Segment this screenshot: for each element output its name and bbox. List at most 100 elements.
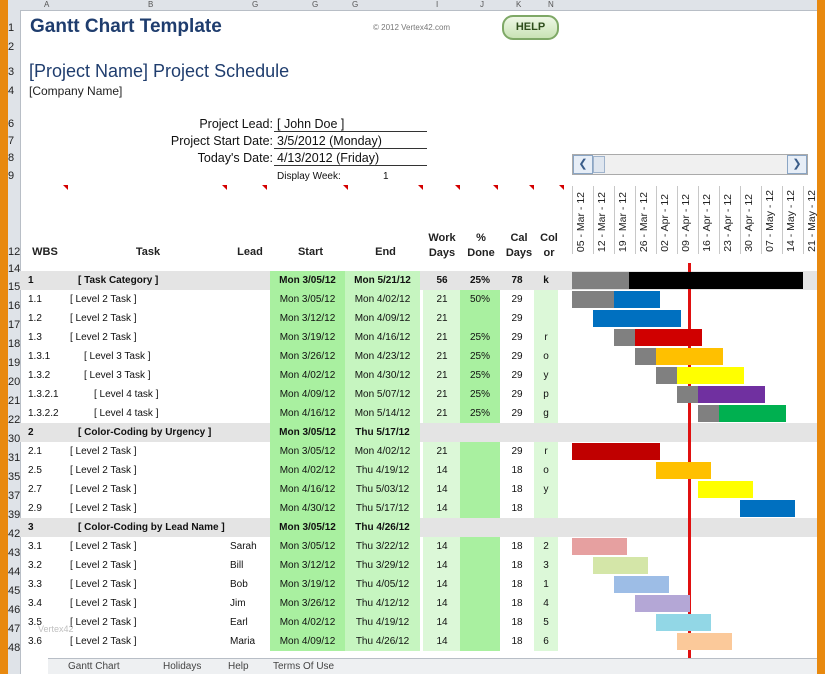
cal-cell[interactable] xyxy=(500,423,534,442)
help-button[interactable]: HELP xyxy=(502,15,559,40)
wbs-cell[interactable]: 1.3.2.1 xyxy=(28,389,59,400)
wbs-cell[interactable]: 1.3.2 xyxy=(28,370,51,381)
end-cell[interactable]: Mon 5/14/12 xyxy=(345,404,420,423)
row-number[interactable]: 20 xyxy=(8,376,21,388)
color-cell[interactable] xyxy=(534,423,558,442)
task-row[interactable]: 1.3.2.2 [ Level 4 task ] Mon 4/16/12 Mon 5/… xyxy=(20,404,817,423)
color-cell[interactable]: 1 xyxy=(534,575,558,594)
task-cell[interactable]: [ Level 2 Task ] xyxy=(70,294,137,305)
sheet-tab[interactable]: Help xyxy=(228,661,249,672)
cal-cell[interactable]: 29 xyxy=(511,446,523,457)
work-cell[interactable]: 14 xyxy=(423,594,461,613)
row-number[interactable]: 43 xyxy=(8,547,21,559)
row-number[interactable]: 31 xyxy=(8,452,21,464)
work-cell[interactable]: 14 xyxy=(423,632,461,651)
cal-cell[interactable]: 29 xyxy=(511,370,523,381)
start-cell[interactable]: Mon 4/02/12 xyxy=(270,613,345,632)
work-cell[interactable] xyxy=(423,518,461,537)
task-cell[interactable]: [ Color-Coding by Lead Name ] xyxy=(78,522,225,533)
pct-cell[interactable]: 25% xyxy=(460,366,500,385)
work-cell[interactable]: 21 xyxy=(423,309,461,328)
color-cell[interactable]: 4 xyxy=(534,594,558,613)
work-cell[interactable]: 14 xyxy=(423,499,461,518)
start-cell[interactable]: Mon 3/26/12 xyxy=(270,347,345,366)
lead-cell[interactable]: Earl xyxy=(230,617,248,628)
cal-cell[interactable]: 29 xyxy=(511,389,523,400)
color-cell[interactable] xyxy=(534,518,558,537)
row-number[interactable]: 3 xyxy=(8,66,15,78)
display-week-field[interactable]: 1 xyxy=(383,171,389,182)
cal-cell[interactable]: 18 xyxy=(511,484,523,495)
scroll-left-button[interactable]: ❮ xyxy=(573,155,593,174)
start-cell[interactable]: Mon 4/02/12 xyxy=(270,461,345,480)
end-cell[interactable]: Thu 4/19/12 xyxy=(345,613,420,632)
end-cell[interactable]: Thu 4/12/12 xyxy=(345,594,420,613)
task-row[interactable]: 2.9 [ Level 2 Task ] Mon 4/30/12 Thu 5/17/1… xyxy=(20,499,817,518)
category-row[interactable]: 2 [ Color-Coding by Urgency ] Mon 3/05/12 T… xyxy=(20,423,817,442)
project-start-field[interactable]: 3/5/2012 (Monday) xyxy=(274,134,427,149)
end-cell[interactable]: Mon 4/30/12 xyxy=(345,366,420,385)
cal-cell[interactable]: 29 xyxy=(511,313,523,324)
start-cell[interactable]: Mon 3/05/12 xyxy=(270,518,345,537)
row-number[interactable]: 39 xyxy=(8,509,21,521)
start-cell[interactable]: Mon 3/19/12 xyxy=(270,328,345,347)
color-cell[interactable]: r xyxy=(534,328,558,347)
end-cell[interactable]: Thu 3/22/12 xyxy=(345,537,420,556)
wbs-cell[interactable]: 1.3 xyxy=(28,332,42,343)
end-cell[interactable]: Mon 4/23/12 xyxy=(345,347,420,366)
company-name[interactable]: [Company Name] xyxy=(29,84,123,98)
lead-cell[interactable]: Sarah xyxy=(230,541,257,552)
start-cell[interactable]: Mon 3/05/12 xyxy=(270,442,345,461)
task-row[interactable]: 3.4 [ Level 2 Task ] Jim Mon 3/26/12 Thu 4/1… xyxy=(20,594,817,613)
row-number[interactable]: 16 xyxy=(8,300,21,312)
task-cell[interactable]: [ Level 2 Task ] xyxy=(70,636,137,647)
wbs-cell[interactable]: 1.1 xyxy=(28,294,42,305)
pct-cell[interactable] xyxy=(460,613,500,632)
row-number[interactable]: 48 xyxy=(8,642,21,654)
work-cell[interactable]: 14 xyxy=(423,480,461,499)
start-cell[interactable]: Mon 4/16/12 xyxy=(270,480,345,499)
pct-cell[interactable] xyxy=(460,480,500,499)
cal-cell[interactable]: 78 xyxy=(511,275,523,286)
category-row[interactable]: 3 [ Color-Coding by Lead Name ] Mon 3/05/1… xyxy=(20,518,817,537)
task-cell[interactable]: [ Level 2 Task ] xyxy=(70,541,137,552)
project-lead-field[interactable]: [ John Doe ] xyxy=(274,117,427,132)
task-row[interactable]: 3.1 [ Level 2 Task ] Sarah Mon 3/05/12 Thu 3… xyxy=(20,537,817,556)
row-number[interactable]: 47 xyxy=(8,623,21,635)
end-cell[interactable]: Thu 5/17/12 xyxy=(345,423,420,442)
scroll-thumb[interactable] xyxy=(593,156,605,173)
start-cell[interactable]: Mon 4/02/12 xyxy=(270,366,345,385)
task-cell[interactable]: [ Level 2 Task ] xyxy=(70,446,137,457)
color-cell[interactable]: 5 xyxy=(534,613,558,632)
start-cell[interactable]: Mon 4/09/12 xyxy=(270,385,345,404)
pct-cell[interactable] xyxy=(460,442,500,461)
work-cell[interactable]: 21 xyxy=(423,290,461,309)
task-row[interactable]: 1.1 [ Level 2 Task ] Mon 3/05/12 Mon 4/02/1… xyxy=(20,290,817,309)
wbs-cell[interactable]: 3.2 xyxy=(28,560,42,571)
project-title[interactable]: [Project Name] Project Schedule xyxy=(29,61,290,81)
task-cell[interactable]: [ Level 2 Task ] xyxy=(70,332,137,343)
work-cell[interactable]: 56 xyxy=(436,275,448,286)
cal-cell[interactable]: 18 xyxy=(511,503,523,514)
sheet-tab[interactable]: Terms Of Use xyxy=(273,661,335,672)
work-cell[interactable]: 14 xyxy=(423,537,461,556)
end-cell[interactable]: Thu 4/26/12 xyxy=(345,632,420,651)
task-row[interactable]: 1.3.2 [ Level 3 Task ] Mon 4/02/12 Mon 4/30… xyxy=(20,366,817,385)
sheet-tab[interactable]: Gantt Chart xyxy=(68,661,120,672)
pct-cell[interactable] xyxy=(460,537,500,556)
task-cell[interactable]: [ Level 3 Task ] xyxy=(84,370,151,381)
pct-cell[interactable]: 25% xyxy=(460,328,500,347)
task-cell[interactable]: [ Color-Coding by Urgency ] xyxy=(78,427,212,438)
column-letter[interactable]: G xyxy=(312,0,319,9)
wbs-cell[interactable]: 3.5 xyxy=(28,617,42,628)
wbs-cell[interactable]: 2 xyxy=(28,427,34,438)
column-letter[interactable]: B xyxy=(148,0,154,9)
task-cell[interactable]: [ Level 4 task ] xyxy=(94,389,159,400)
row-number[interactable]: 4 xyxy=(8,85,15,97)
row-number[interactable]: 17 xyxy=(8,319,21,331)
cal-cell[interactable]: 29 xyxy=(511,332,523,343)
work-cell[interactable]: 14 xyxy=(423,556,461,575)
week-scrollbar[interactable]: ❮ ❯ xyxy=(572,154,808,175)
start-cell[interactable]: Mon 3/12/12 xyxy=(270,309,345,328)
wbs-cell[interactable]: 1.3.1 xyxy=(28,351,51,362)
